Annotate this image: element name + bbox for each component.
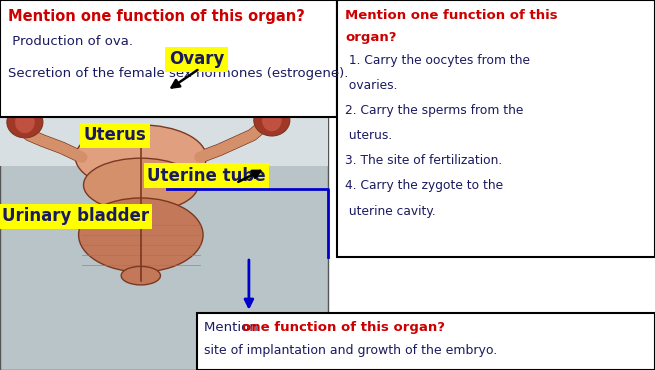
Ellipse shape (7, 107, 43, 138)
Text: 1. Carry the oocytes from the: 1. Carry the oocytes from the (345, 54, 530, 67)
Text: Uterine tube: Uterine tube (147, 167, 266, 185)
FancyBboxPatch shape (196, 313, 655, 370)
Text: organ?: organ? (345, 31, 397, 44)
Text: Ovary: Ovary (169, 50, 224, 68)
Ellipse shape (262, 109, 282, 131)
Text: 3. The site of fertilization.: 3. The site of fertilization. (345, 154, 502, 167)
Text: Urinary bladder: Urinary bladder (2, 208, 149, 225)
FancyBboxPatch shape (0, 0, 337, 117)
FancyBboxPatch shape (0, 117, 328, 370)
Ellipse shape (75, 125, 206, 190)
FancyBboxPatch shape (0, 117, 328, 166)
Text: Secretion of the female sex hormones (estrogene).: Secretion of the female sex hormones (es… (8, 67, 348, 80)
Ellipse shape (15, 111, 35, 133)
Text: Production of ova.: Production of ova. (8, 35, 133, 48)
Text: uterine cavity.: uterine cavity. (345, 205, 436, 218)
Text: site of implantation and growth of the embryo.: site of implantation and growth of the e… (204, 344, 498, 357)
Ellipse shape (121, 266, 160, 285)
Ellipse shape (83, 158, 198, 212)
Ellipse shape (254, 104, 290, 136)
Ellipse shape (79, 198, 203, 272)
FancyBboxPatch shape (337, 0, 655, 257)
Text: Mention one function of this: Mention one function of this (345, 9, 558, 22)
Text: Uterus: Uterus (83, 126, 146, 144)
Text: Mention: Mention (204, 321, 263, 334)
Text: uterus.: uterus. (345, 129, 392, 142)
Text: one function of this organ?: one function of this organ? (242, 321, 445, 334)
Text: 4. Carry the zygote to the: 4. Carry the zygote to the (345, 179, 503, 192)
Text: 2. Carry the sperms from the: 2. Carry the sperms from the (345, 104, 523, 117)
Text: ovaries.: ovaries. (345, 79, 398, 92)
Text: Mention one function of this organ?: Mention one function of this organ? (8, 9, 305, 24)
